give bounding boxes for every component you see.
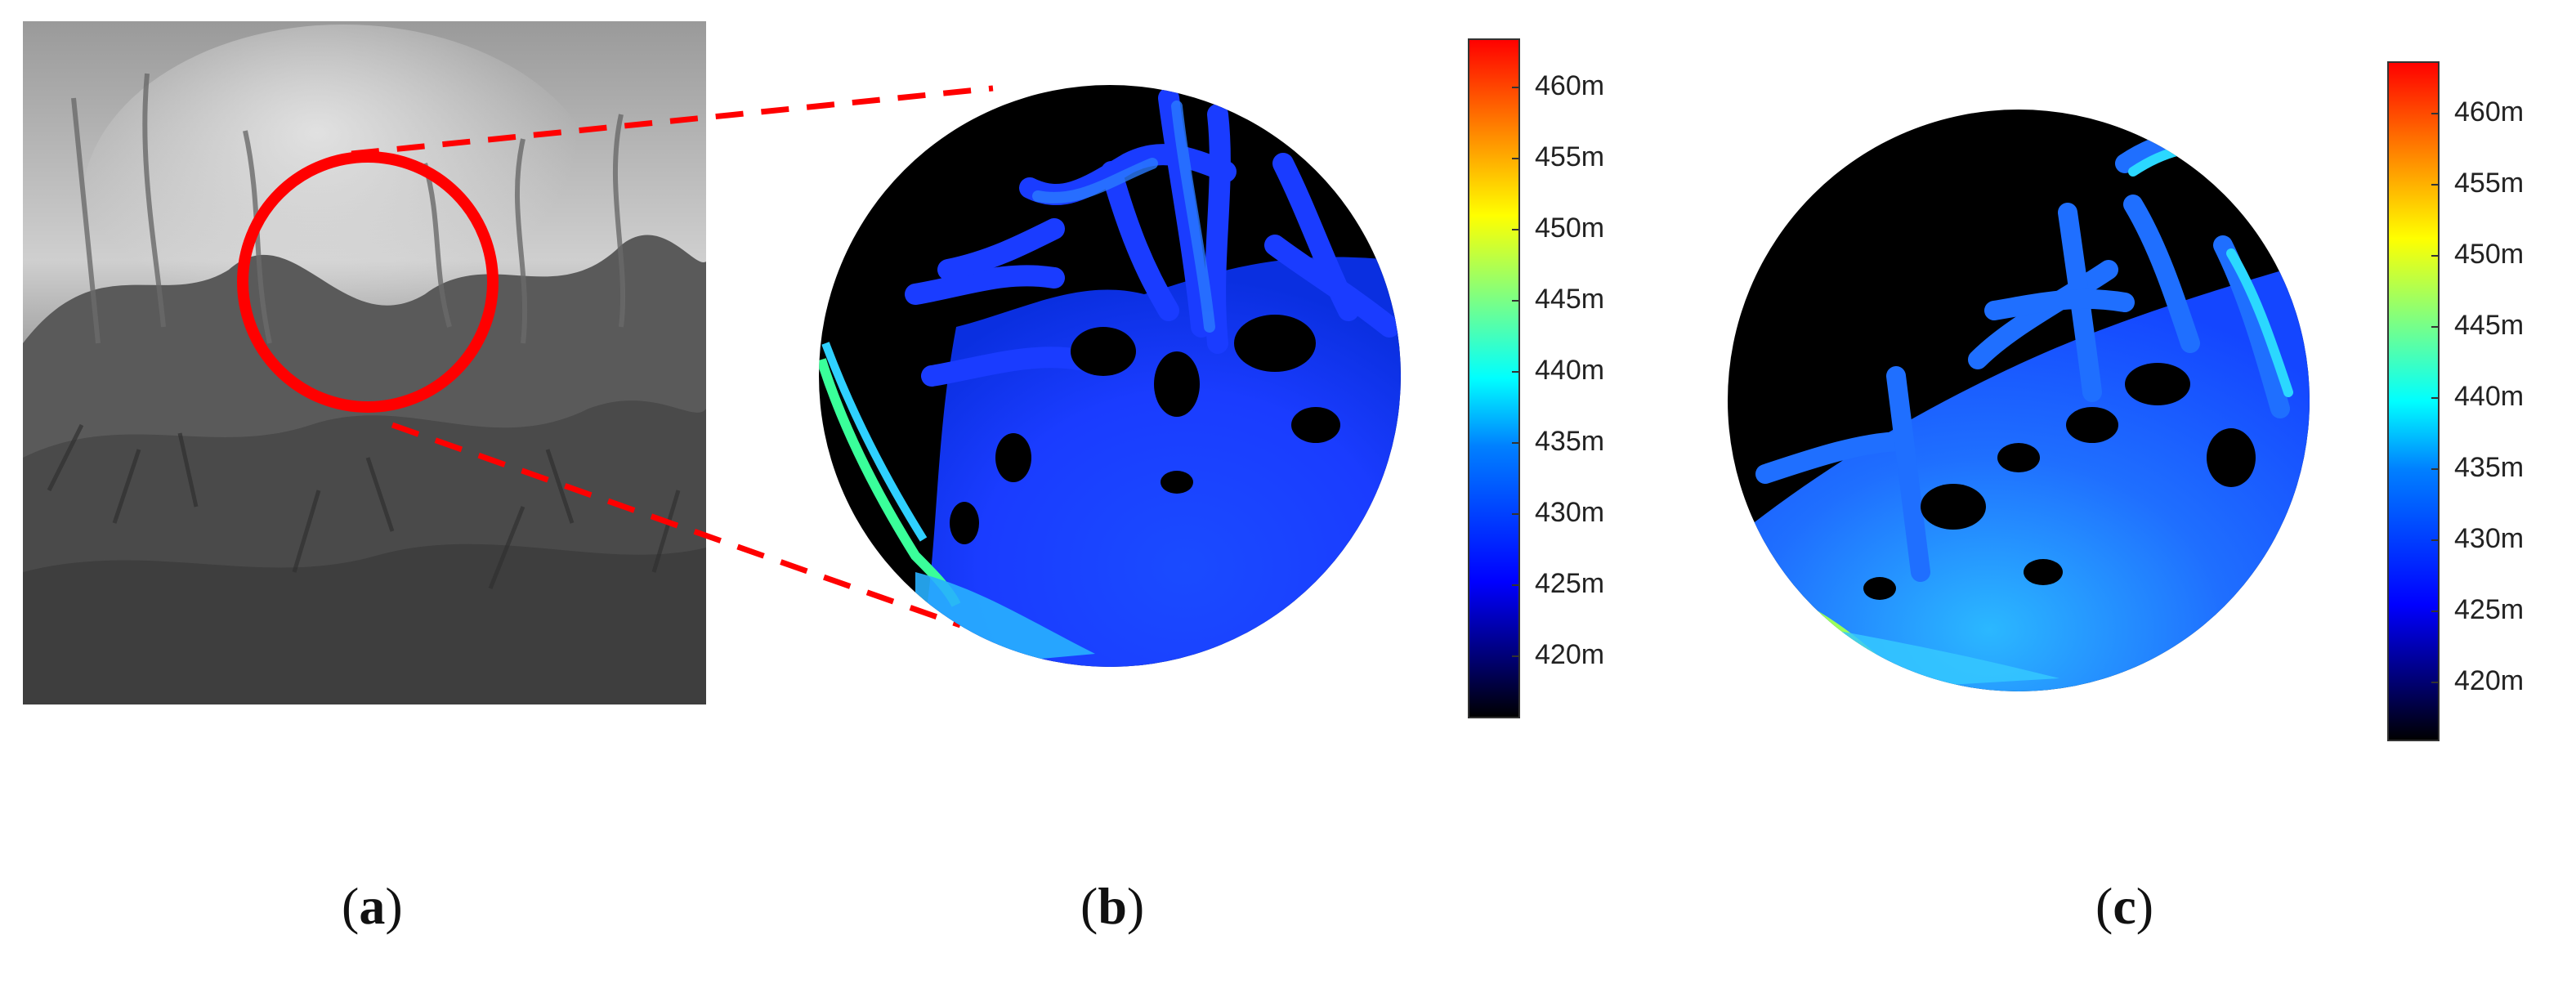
tick-label: 425m <box>2454 594 2525 625</box>
tick-mark <box>1512 371 1520 373</box>
tick-mark <box>2431 184 2440 186</box>
tick-mark <box>1512 300 1520 302</box>
tick-mark <box>1512 229 1520 230</box>
tick-label: 440m <box>2454 381 2525 412</box>
tick-mark <box>1512 87 1520 88</box>
tick-label: 440m <box>1535 355 1605 386</box>
tick-label: 455m <box>2454 168 2525 199</box>
tick-label: 445m <box>2454 310 2525 341</box>
zoom-line-bottom <box>391 422 962 628</box>
tick-mark <box>2431 255 2440 257</box>
tick-label: 450m <box>1535 212 1605 244</box>
zoom-line-top <box>351 85 994 157</box>
colorbar-b <box>1468 38 1520 718</box>
tick-mark <box>1512 158 1520 159</box>
tick-mark <box>2431 468 2440 470</box>
tick-label: 450m <box>2454 239 2525 270</box>
tick-label: 435m <box>1535 426 1605 457</box>
tick-label: 430m <box>2454 523 2525 554</box>
tick-label: 460m <box>2454 96 2525 127</box>
tick-mark <box>2431 326 2440 328</box>
tick-label: 425m <box>1535 568 1605 599</box>
depth-map-c <box>1728 110 2310 691</box>
tick-mark <box>1512 655 1520 657</box>
tick-mark <box>2431 682 2440 683</box>
tick-mark <box>2431 397 2440 399</box>
tick-mark <box>2431 113 2440 114</box>
tick-label: 455m <box>1535 141 1605 172</box>
tick-label: 420m <box>2454 665 2525 696</box>
colorbar-c <box>2387 61 2440 741</box>
depth-map-b <box>819 85 1401 667</box>
tick-mark <box>1512 584 1520 586</box>
tick-label: 420m <box>1535 639 1605 670</box>
tick-mark <box>1512 513 1520 515</box>
tick-label: 460m <box>1535 70 1605 101</box>
caption-b: (b) <box>1080 877 1145 935</box>
tick-label: 430m <box>1535 497 1605 528</box>
tick-mark <box>2431 539 2440 541</box>
tick-label: 435m <box>2454 452 2525 483</box>
grayscale-photo <box>23 21 706 704</box>
tick-label: 445m <box>1535 284 1605 315</box>
region-circle <box>237 151 499 413</box>
caption-a: (a) <box>342 877 403 935</box>
tick-mark <box>2431 611 2440 612</box>
tick-mark <box>1512 442 1520 444</box>
caption-c: (c) <box>2095 877 2154 935</box>
